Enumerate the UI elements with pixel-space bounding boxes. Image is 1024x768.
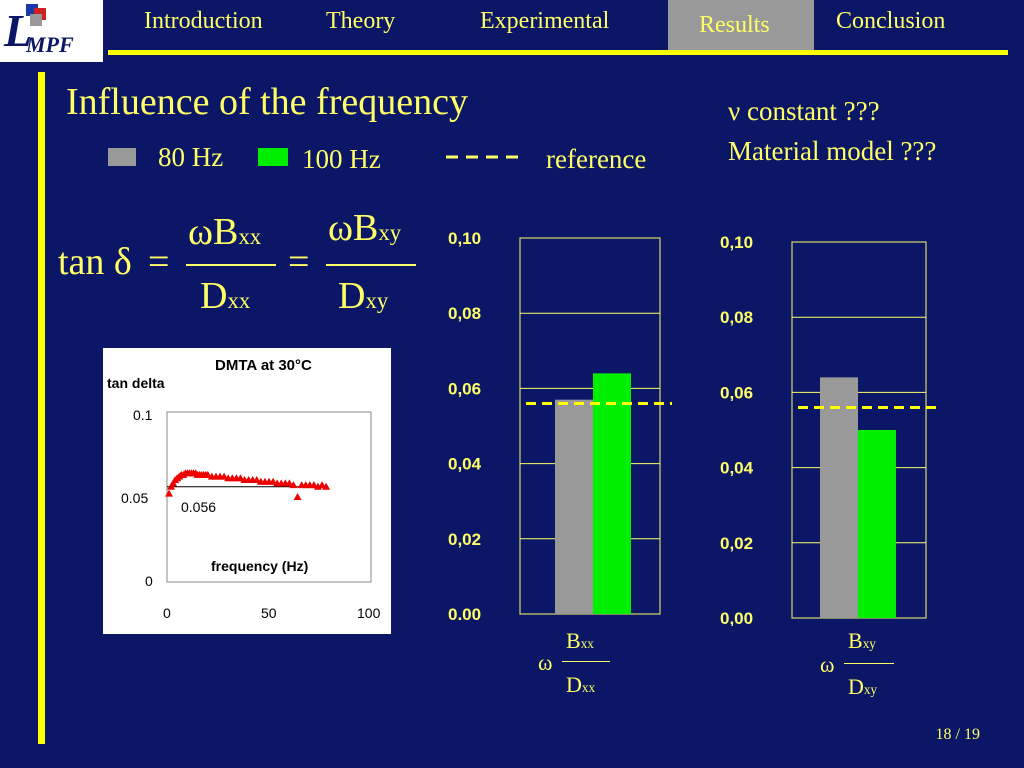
ytick-label: 0,04 [720,459,754,478]
dmta-chart-svg: DMTA at 30°C tan delta 0.1 0.05 0 0 50 1… [107,357,381,621]
dmta-point [318,481,327,489]
xlabel-xy-num: Bxy [848,628,876,653]
bar-chart-xx-svg: 0,10 0,08 0,06 0,04 0,02 0,00 [448,229,672,624]
bar-80hz [820,377,858,618]
xlabel-xy-den: Dxy [848,674,878,699]
dmta-xtick-2: 100 [357,605,381,621]
formula-lhs: tan δ [58,241,132,283]
legend-swatch-100hz [258,148,288,166]
dmta-point [289,481,298,489]
dmta-chart: DMTA at 30°C tan delta 0.1 0.05 0 0 50 1… [103,348,391,634]
ytick-label: 0,10 [720,233,753,252]
left-accent-bar [38,72,45,744]
dmta-xtick-0: 0 [163,605,171,621]
nav-active-highlight [668,0,814,50]
bar-chart-xy-svg: 0,10 0,08 0,06 0,04 0,02 0,00 [720,233,938,628]
page-number: 18 / 19 [935,726,980,743]
nav-introduction[interactable]: Introduction [144,8,263,34]
logo-subtext: MPF [26,32,74,57]
dmta-ytick-2: 0 [145,573,153,589]
ytick-label: 0,06 [448,379,481,398]
xlabel-xx-den: Dxx [566,672,596,697]
formula-num-1: ωBxx [188,211,262,253]
ytick-label: 0,08 [720,308,753,327]
bar-chart-xx: 0,10 0,08 0,06 0,04 0,02 0,00 [440,220,700,624]
xlabel-xy-fraction-bar [844,663,894,664]
legend-dash-reference [446,155,522,159]
dmta-point [252,476,261,483]
nav-results[interactable]: Results [699,12,770,38]
nav-theory[interactable]: Theory [326,8,396,34]
bar-chart-xy: 0,10 0,08 0,06 0,04 0,02 0,00 [706,222,946,628]
bar-80hz [555,399,593,614]
dmta-ylabel: tan delta [107,375,165,391]
ytick-label: 0,02 [448,530,481,549]
dmta-ytick-1: 0.05 [121,490,148,506]
formula-equals-1: = [148,241,170,283]
bar-100hz [858,430,896,618]
dmta-point [309,481,318,489]
dmta-point [285,479,294,487]
formula-fraction-bar-2 [326,264,416,266]
dmta-point [293,493,302,500]
xlabel-xx-fraction-bar [562,661,610,662]
note-nu-constant: ν constant ??? [728,96,880,126]
dmta-point [220,472,229,480]
logo-letter: L [4,5,33,56]
dmta-annotation: 0.056 [181,499,216,515]
formula-den-1: Dxx [200,275,251,317]
dmta-point [236,474,245,482]
nav-conclusion[interactable]: Conclusion [836,8,946,34]
xlabel-xx-omega: ω [538,650,553,675]
ytick-label: 0,08 [448,304,481,323]
dmta-xlabel: frequency (Hz) [211,558,308,574]
dmta-point [322,482,331,490]
dmta-point [269,477,278,485]
ytick-label: 0,06 [720,383,753,402]
nav-experimental[interactable]: Experimental [480,8,610,34]
formula-equals-2: = [288,241,310,283]
ytick-label: 0,00 [720,609,753,626]
dmta-title: DMTA at 30°C [215,357,312,374]
dmta-ytick-0: 0.1 [133,407,153,423]
dmta-point [165,489,174,497]
dmta-point [203,470,212,478]
xlabel-xy-omega: ω [820,652,835,677]
formula-den-2: Dxy [338,275,389,317]
ytick-label: 0,10 [448,229,481,248]
ytick-label: 0,00 [448,605,481,620]
legend-label-80hz: 80 Hz [158,142,224,172]
formula-num-2: ωBxy [328,207,402,249]
slide-title: Influence of the frequency [66,81,468,123]
dmta-xtick-1: 50 [261,605,277,621]
lmpf-logo: L MPF [0,0,103,62]
legend-label-100hz: 100 Hz [302,144,381,174]
note-material-model: Material model ??? [728,136,937,166]
bar-100hz [593,373,631,614]
ytick-label: 0,02 [720,534,753,553]
legend-label-reference: reference [546,144,647,174]
dmta-plot-area [166,411,372,583]
legend-swatch-80hz [108,148,136,166]
nav-underline [108,50,1008,55]
xlabel-xx-num: Bxx [566,628,594,653]
ytick-label: 0,04 [448,455,482,474]
formula-fraction-bar-1 [186,264,276,266]
logo-square-gray-icon [30,14,42,26]
